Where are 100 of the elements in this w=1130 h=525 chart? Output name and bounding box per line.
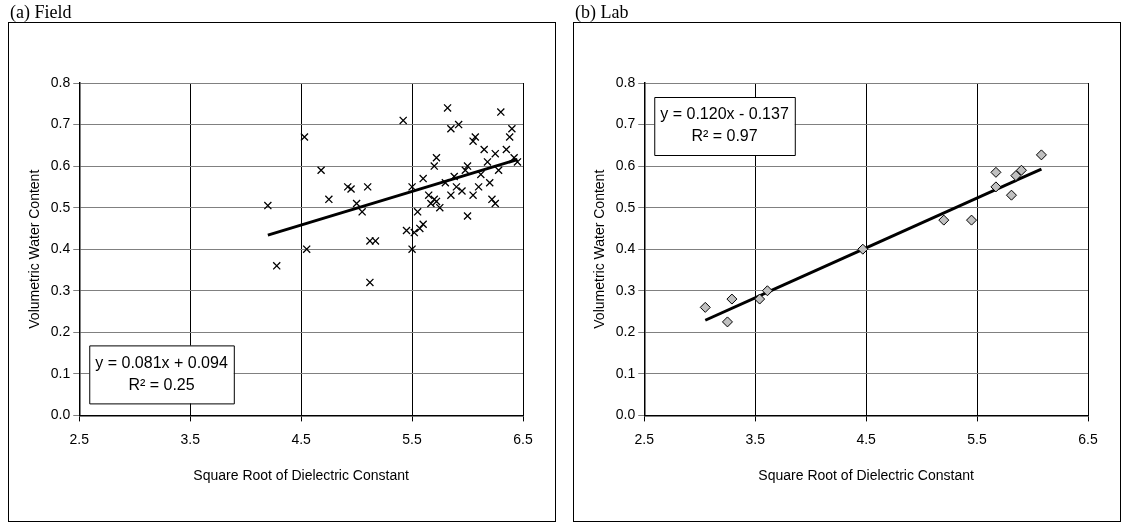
y-tick-label: 0.7 [50,115,71,132]
point [990,166,1002,178]
chart-title: (a) Field [9,2,73,22]
point [346,184,356,194]
x-tick-label: 3.5 [180,430,201,447]
point [463,161,472,171]
point [461,166,470,175]
point [363,182,372,192]
y-tick-label: 0.7 [615,115,636,132]
annotation: R² = 0.97 [691,127,758,145]
y-tick-label: 0.3 [615,281,636,298]
point [494,166,503,175]
point [726,293,738,305]
x-tick-label: 4.5 [856,430,877,447]
point [413,207,422,216]
x-axis-title: Square Root of Dielectric Constant [193,467,410,484]
point [1005,189,1017,201]
point [450,172,459,181]
point [491,199,500,208]
point [485,178,494,187]
point [1010,170,1022,182]
point [938,214,950,226]
point [302,245,311,254]
annotation: y = 0.081x + 0.094 [95,353,228,371]
y-tick-label: 0.0 [50,406,71,423]
point [452,182,461,192]
point [476,170,486,179]
point [443,103,452,113]
point [513,157,522,167]
point [324,195,334,204]
y-tick-label: 0.5 [50,198,71,215]
y-tick-label: 0.4 [615,240,636,257]
y-tick-label: 0.2 [615,323,636,340]
point [699,301,711,313]
point [272,261,281,271]
y-axis-title: Volumetric Water Content [26,169,43,329]
point [509,153,519,162]
point [446,124,456,133]
point [966,214,978,226]
point [402,226,411,235]
point [357,207,367,216]
point [418,174,428,183]
y-tick-label: 0.4 [50,240,71,257]
point [761,285,773,297]
point [474,182,483,192]
point [399,116,408,125]
point [343,182,352,192]
point [316,166,326,175]
y-tick-label: 0.3 [50,281,71,298]
annotation: y = 0.120x - 0.137 [660,105,789,123]
point [487,195,497,204]
point [721,316,733,328]
y-tick-label: 0.0 [615,406,636,423]
point [371,236,380,246]
point [468,136,478,146]
point [418,220,428,229]
point [496,107,505,117]
x-tick-label: 3.5 [745,430,766,447]
x-tick-label: 5.5 [967,430,988,447]
x-tick-label: 5.5 [402,430,423,447]
y-tick-label: 0.1 [50,364,71,381]
point [407,245,417,254]
point [446,191,456,200]
y-tick-label: 0.6 [50,156,71,173]
point [990,181,1002,193]
x-axis-title: Square Root of Dielectric Constant [758,467,975,484]
point [454,120,463,129]
x-tick-label: 2.5 [69,430,90,447]
y-tick-label: 0.1 [615,364,636,381]
point [1035,149,1047,161]
point [463,211,472,221]
point [407,182,417,192]
x-tick-label: 6.5 [1078,430,1098,447]
point [857,243,869,255]
point [471,132,480,142]
y-tick-label: 0.8 [50,73,71,90]
point [457,186,467,196]
point [263,201,273,210]
point [468,191,478,200]
x-tick-label: 4.5 [291,430,312,447]
point [300,132,309,142]
x-tick-label: 6.5 [513,430,533,447]
point [441,178,450,187]
point [365,236,375,246]
point [1015,164,1027,176]
point [435,203,444,212]
y-axis-title: Volumetric Water Content [591,169,608,329]
point [365,278,375,287]
point [502,145,511,154]
point [410,228,419,237]
y-tick-label: 0.8 [615,73,636,90]
y-tick-label: 0.6 [615,156,636,173]
x-tick-label: 2.5 [634,430,655,447]
y-tick-label: 0.5 [615,198,636,215]
chart-title: (b) Lab [574,2,630,22]
point [754,293,766,305]
point [479,145,489,154]
point [352,199,361,208]
point [483,157,492,167]
point [491,149,500,158]
